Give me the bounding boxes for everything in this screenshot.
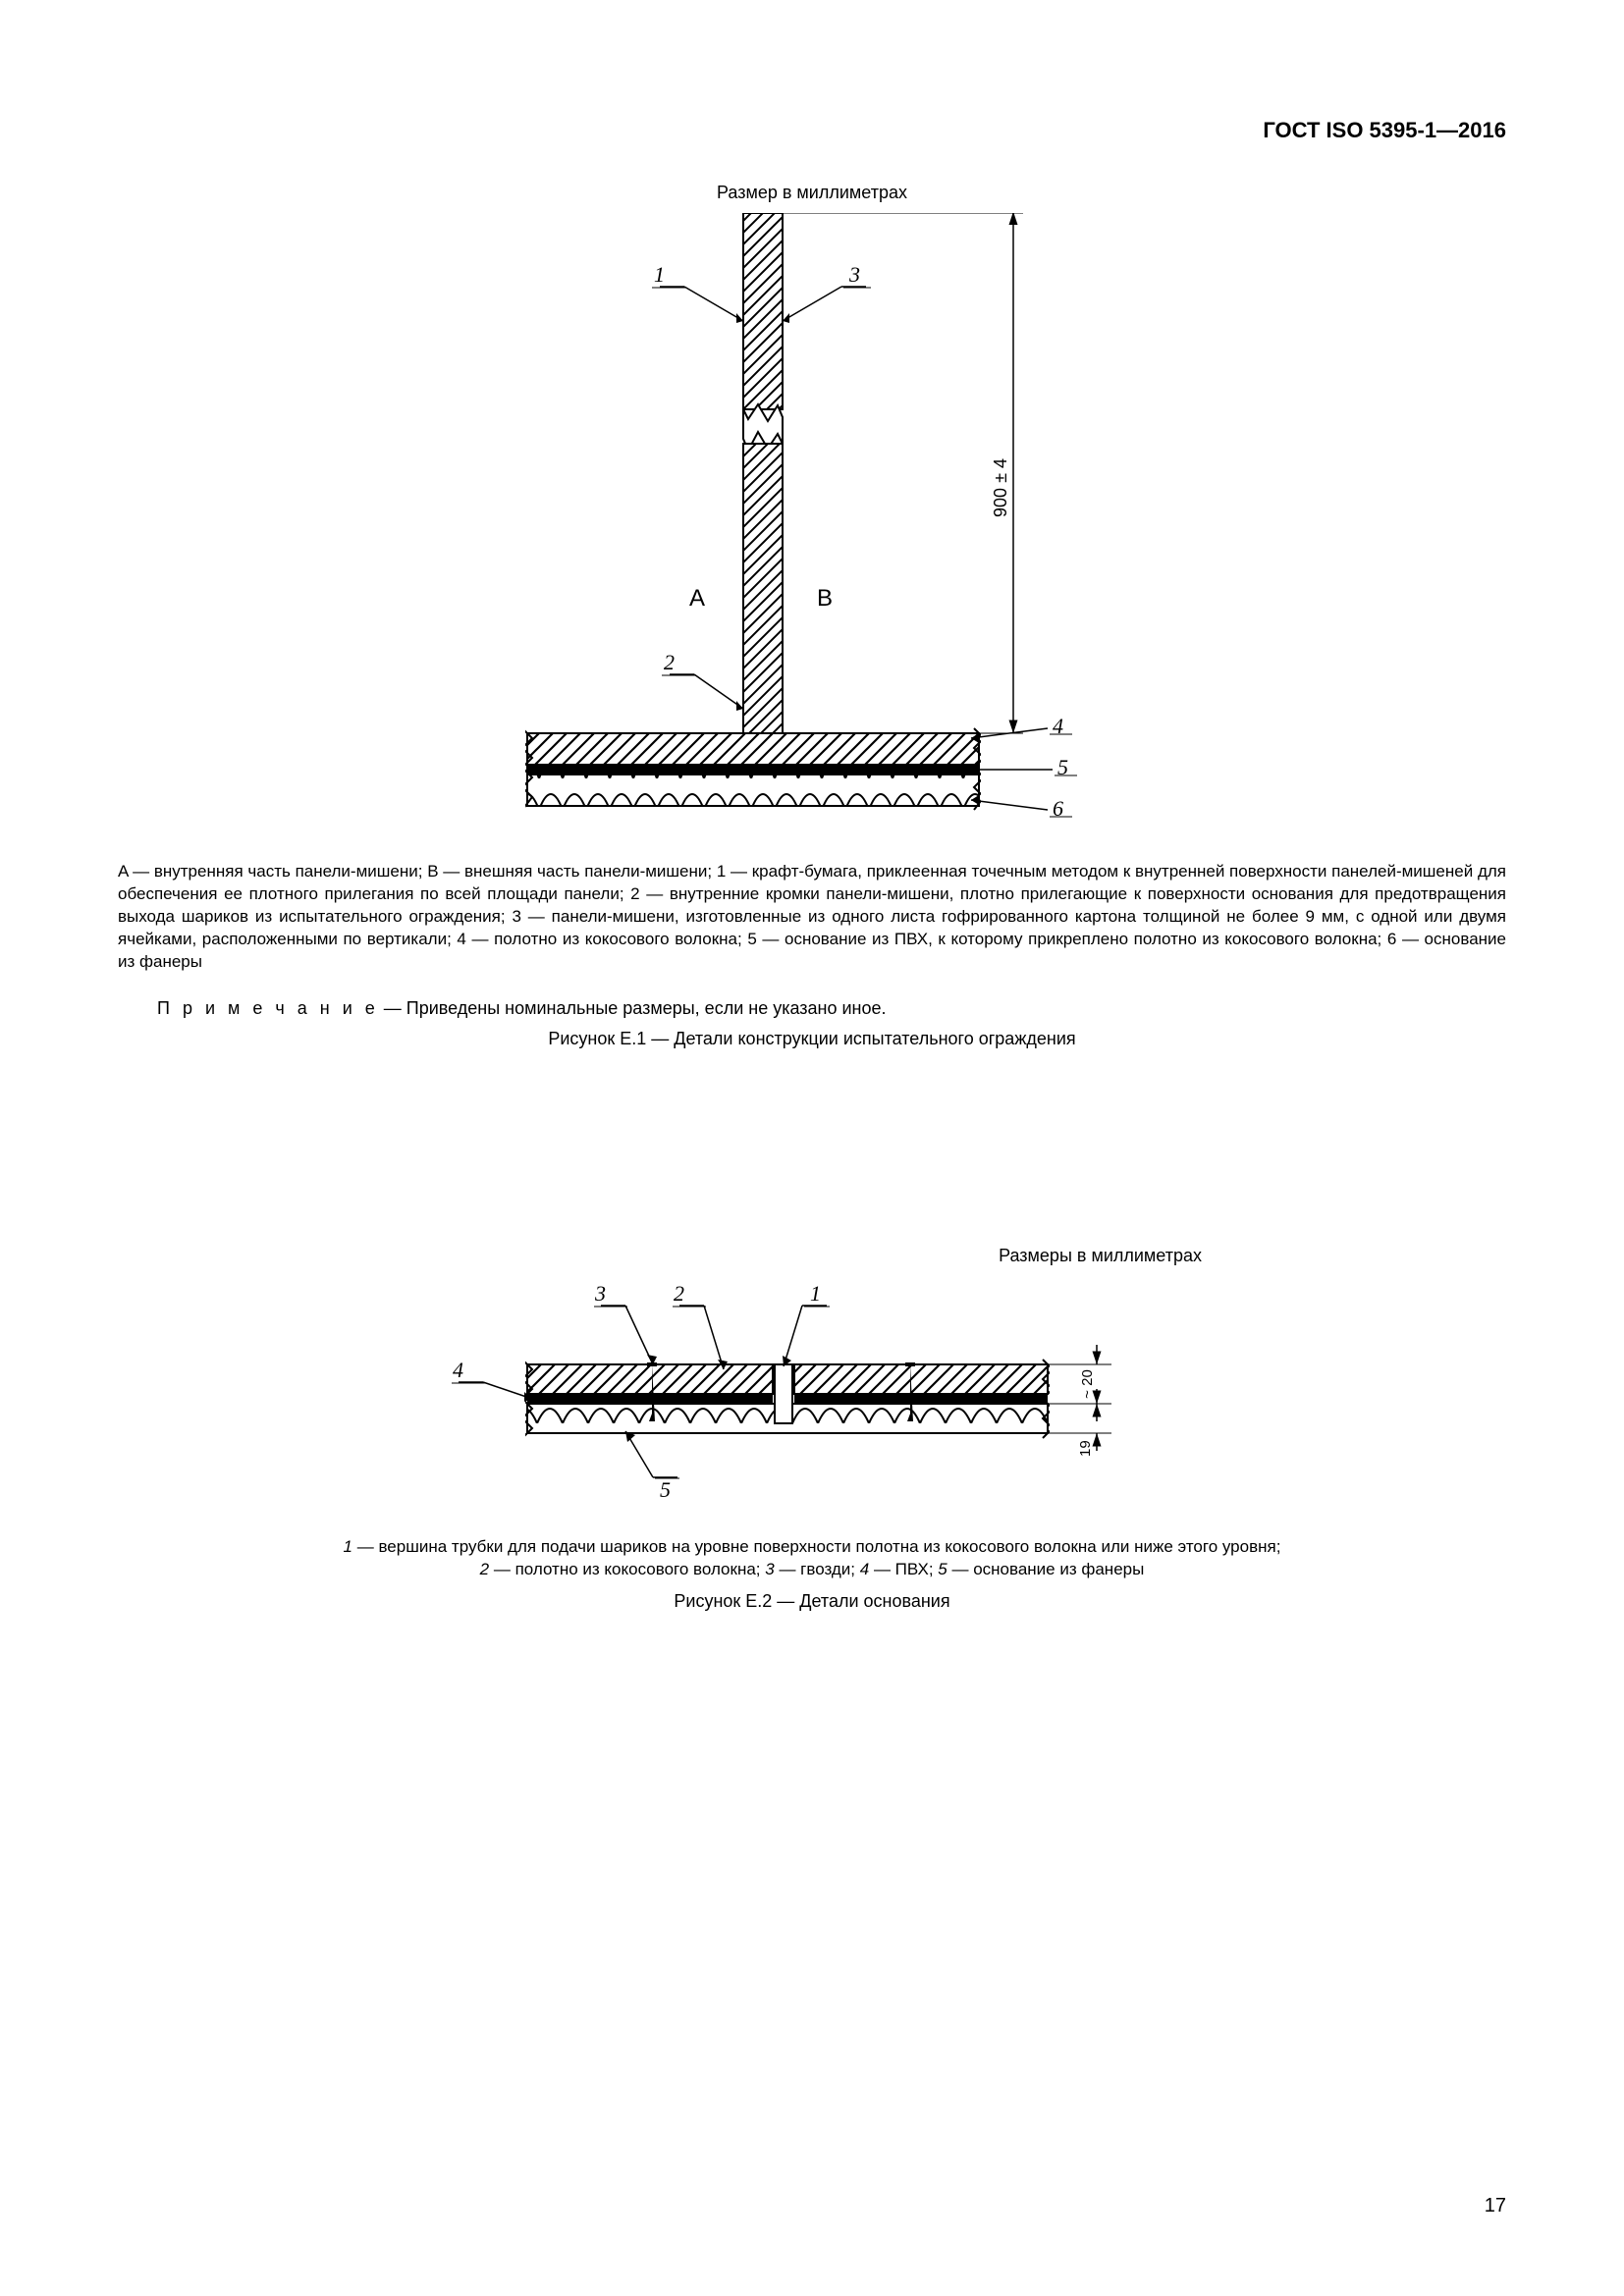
figure-1-title: Рисунок Е.1 — Детали конструкции испытат… — [118, 1029, 1506, 1049]
f2-callout-5: 5 — [660, 1477, 671, 1502]
top-layer-left — [527, 1364, 773, 1394]
f2-callout-3: 3 — [594, 1281, 606, 1306]
vertical-panel-lower — [743, 444, 783, 733]
figure-1-svg: 1 3 2 A B 900 ± 4 4 — [468, 213, 1156, 841]
zone-b-label: B — [817, 585, 833, 612]
pvc-left — [527, 1394, 773, 1404]
figure-2-svg: 3 2 1 4 — [409, 1276, 1215, 1522]
page-number: 17 — [1485, 2195, 1506, 2217]
pvc-right — [794, 1394, 1048, 1404]
f2-dim-top: ~ 20 — [1079, 1369, 1096, 1399]
note-label: П р и м е ч а н и е — [157, 998, 379, 1018]
page: ГОСТ ISO 5395-1—2016 Размер в миллиметра… — [0, 0, 1624, 2296]
figure-2-title: Рисунок Е.2 — Детали основания — [118, 1591, 1506, 1612]
figure-1: 1 3 2 A B 900 ± 4 4 — [118, 213, 1506, 841]
top-layer-right — [794, 1364, 1048, 1394]
base-layer-5 — [527, 765, 979, 774]
figure-2-legend: 1 — вершина трубки для подачи шариков на… — [118, 1536, 1506, 1581]
vertical-panel-upper — [743, 213, 783, 409]
base-layer-6 — [527, 774, 979, 806]
base-layer-4 — [527, 733, 979, 765]
callout-3: 3 — [848, 262, 860, 287]
f2-callout-2: 2 — [674, 1281, 684, 1306]
dimension-label: 900 ± 4 — [991, 458, 1010, 517]
figure-1-legend: A — внутренняя часть панели-мишени; B — … — [118, 861, 1506, 974]
tube — [775, 1364, 792, 1423]
f2-callout-1: 1 — [810, 1281, 821, 1306]
f2-dim-bottom: 19 — [1077, 1440, 1094, 1457]
fig1-units: Размер в миллиметрах — [118, 183, 1506, 203]
figure-2: 3 2 1 4 — [118, 1276, 1506, 1522]
fig2-units: Размеры в миллиметрах — [118, 1246, 1506, 1266]
zone-a-label: A — [689, 585, 705, 612]
figure-1-note: П р и м е ч а н и е — Приведены номиналь… — [157, 998, 1506, 1019]
figure-2-block: Размеры в миллиметрах — [118, 1246, 1506, 1612]
callout-2: 2 — [664, 650, 675, 674]
document-header: ГОСТ ISO 5395-1—2016 — [118, 118, 1506, 143]
callout-1: 1 — [654, 262, 665, 287]
f2-callout-4: 4 — [453, 1358, 463, 1382]
note-text: — Приведены номинальные размеры, если не… — [379, 998, 887, 1018]
